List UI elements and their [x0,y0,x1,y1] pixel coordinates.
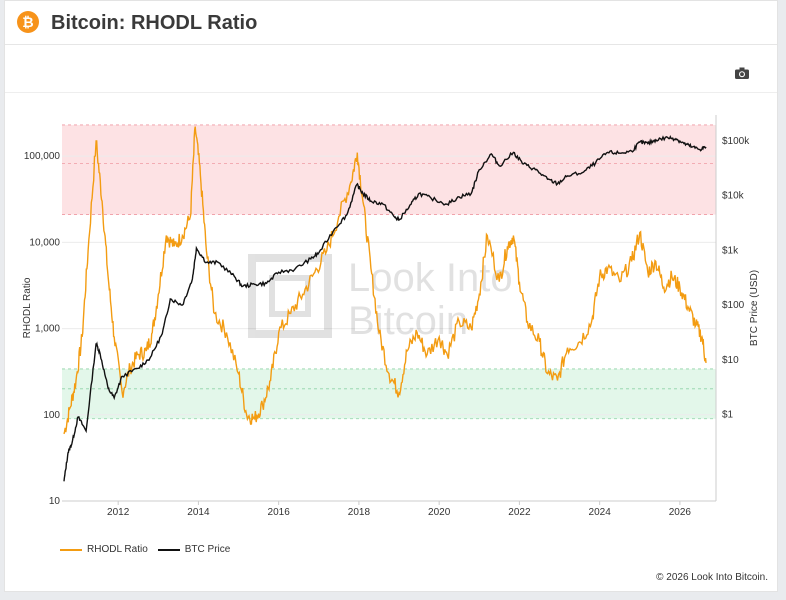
camera-icon[interactable] [735,67,749,79]
bitcoin-icon: ₿ [17,11,39,33]
red-band [62,124,716,215]
legend-item-btc[interactable]: BTC Price [157,544,231,555]
legend-swatch-btc [157,548,180,551]
x-tick-label: 2014 [187,507,210,518]
right-tick-label: $1k [722,245,739,256]
x-tick-label: 2018 [348,507,371,518]
watermark-logo [248,254,332,338]
left-tick-label: 100 [43,410,60,421]
right-tick-label: $10 [722,355,739,366]
btc-price-line [63,135,707,482]
x-tick-label: 2020 [428,507,451,518]
legend-item-rhodl[interactable]: RHODL Ratio [60,544,148,555]
chart-legend: RHODL Ratio BTC Price [60,544,240,555]
rhodl-ratio-line [63,126,707,435]
legend-label-rhodl: RHODL Ratio [87,544,148,555]
left-tick-label: 1,000 [35,324,60,335]
left-tick-label: 100,000 [24,151,61,162]
right-tick-label: $10k [722,191,745,202]
right-tick-label: $100k [722,136,750,147]
x-tick-label: 2024 [589,507,612,518]
x-tick-label: 2012 [107,507,130,518]
left-tick-label: 10 [49,496,61,507]
watermark-line2: Bitcoin [348,299,468,343]
copyright-footer: © 2026 Look Into Bitcoin. [656,572,768,583]
chart-toolbar [5,45,777,93]
page-title: Bitcoin: RHODL Ratio [51,12,258,34]
card-header: ₿ Bitcoin: RHODL Ratio [5,1,777,45]
x-tick-label: 2022 [508,507,531,518]
right-axis-title: BTC Price (USD) [749,270,760,346]
left-tick-label: 10,000 [29,237,60,248]
watermark-line1: Look Into [348,256,513,300]
x-tick-label: 2016 [268,507,291,518]
legend-swatch-rhodl [60,548,82,551]
left-axis-title: RHODL Ratio [22,277,33,338]
x-tick-label: 2026 [669,507,692,518]
chart-card: ₿ Bitcoin: RHODL Ratio [4,0,778,592]
right-tick-label: $100 [722,300,745,311]
right-tick-label: $1 [722,410,734,421]
legend-label-btc: BTC Price [184,544,231,555]
